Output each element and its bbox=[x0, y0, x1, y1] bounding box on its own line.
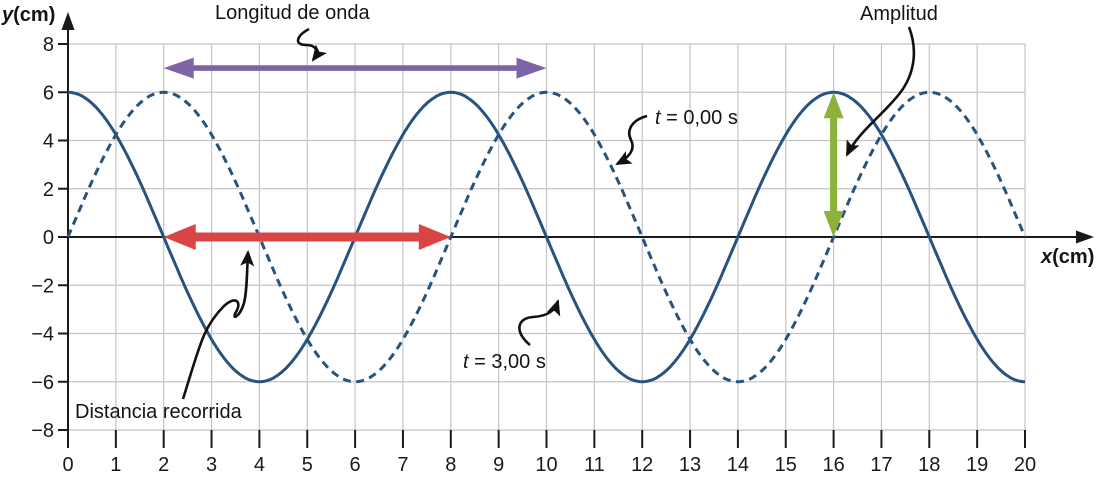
y-tick-label: −4 bbox=[31, 324, 54, 346]
x-tick-label: 4 bbox=[254, 454, 265, 476]
y-axis-label: y(cm) bbox=[2, 4, 55, 26]
x-tick-label: 0 bbox=[62, 454, 73, 476]
wavelength-leader-arrow bbox=[296, 27, 327, 62]
leader-arrows bbox=[181, 26, 916, 400]
distance-traveled-label: Distancia recorrida bbox=[75, 401, 242, 423]
wave-curve-dashed bbox=[66, 90, 1027, 384]
x-tick-label: 19 bbox=[966, 454, 988, 476]
time-0-label: t = 0,00 s bbox=[655, 107, 738, 129]
axes bbox=[61, 12, 1094, 448]
time-3-label: t = 3,00 s bbox=[463, 351, 546, 373]
x-tick-label: 17 bbox=[870, 454, 892, 476]
curves bbox=[66, 90, 1027, 384]
x-tick-label: 6 bbox=[350, 454, 361, 476]
y-tick-label: 0 bbox=[43, 227, 54, 249]
x-tick-label: 8 bbox=[445, 454, 456, 476]
wavelength-arrow bbox=[163, 57, 547, 79]
time-0-value: = 0,00 s bbox=[660, 107, 738, 129]
distance-leader-arrow bbox=[181, 250, 255, 400]
x-tick-group: 0 1 2 3 4 5 6 7 8 9 10 11 12 13 14 15 16 17 18 19 20 bbox=[62, 430, 1036, 476]
x-axis-unit: (cm) bbox=[1052, 246, 1095, 268]
y-tick-label: 2 bbox=[43, 179, 54, 201]
x-axis-label: x(cm) bbox=[1041, 246, 1094, 268]
x-tick-label: 10 bbox=[535, 454, 557, 476]
y-tick-label: −2 bbox=[31, 275, 54, 297]
y-axis-variable: y bbox=[2, 4, 14, 26]
y-axis-arrowhead bbox=[61, 12, 75, 30]
x-tick-label: 9 bbox=[493, 454, 504, 476]
amplitude-label: Amplitud bbox=[860, 3, 938, 25]
y-tick-label: 6 bbox=[43, 82, 54, 104]
time-3-value: = 3,00 s bbox=[468, 351, 546, 373]
amplitude-leader-arrow bbox=[845, 26, 916, 157]
y-tick-label: 8 bbox=[43, 34, 54, 56]
x-tick-label: 11 bbox=[584, 454, 605, 476]
x-tick-label: 13 bbox=[679, 454, 701, 476]
x-tick-label: 7 bbox=[397, 454, 408, 476]
x-tick-label: 1 bbox=[110, 454, 121, 476]
measure-arrows bbox=[163, 57, 844, 250]
x-tick-label: 18 bbox=[918, 454, 940, 476]
t3-leader-arrow bbox=[518, 299, 561, 347]
x-axis-variable: x bbox=[1041, 246, 1053, 268]
x-axis-arrowhead bbox=[1076, 230, 1094, 244]
amplitude-arrow bbox=[823, 92, 844, 237]
y-axis-unit: (cm) bbox=[13, 4, 56, 26]
time-3-variable: t bbox=[463, 351, 469, 373]
x-tick-label: 20 bbox=[1014, 454, 1036, 476]
x-tick-label: 5 bbox=[302, 454, 313, 476]
wave-curve-solid bbox=[67, 90, 1026, 384]
x-tick-label: 12 bbox=[631, 454, 653, 476]
x-tick-label: 3 bbox=[206, 454, 217, 476]
y-tick-label: 4 bbox=[43, 131, 54, 153]
x-tick-label: 16 bbox=[822, 454, 844, 476]
wavelength-label: Longitud de onda bbox=[215, 2, 370, 24]
x-tick-label: 15 bbox=[775, 454, 797, 476]
y-tick-label: −6 bbox=[31, 372, 54, 394]
x-tick-label: 14 bbox=[727, 454, 749, 476]
t0-leader-arrow bbox=[615, 114, 648, 166]
y-tick-label: −8 bbox=[31, 420, 54, 442]
distance-arrow bbox=[163, 224, 451, 250]
time-0-variable: t bbox=[655, 107, 661, 129]
y-tick-group: 8 6 4 2 0 −2 −4 −6 −8 bbox=[31, 34, 68, 442]
x-tick-label: 2 bbox=[158, 454, 169, 476]
